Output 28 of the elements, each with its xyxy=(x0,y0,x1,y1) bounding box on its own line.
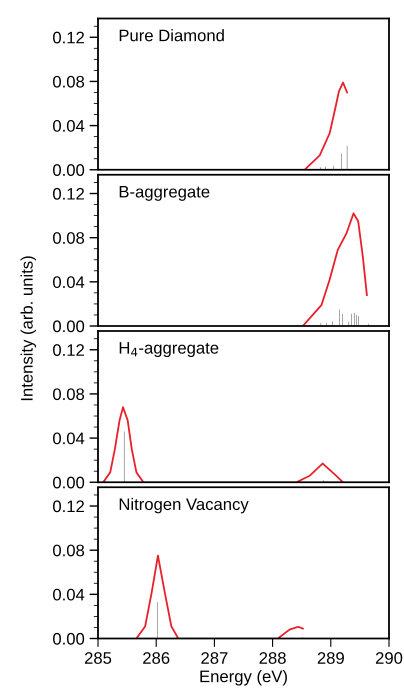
y-tick-label: 0.08 xyxy=(53,388,84,400)
x-tick-label: 288 xyxy=(260,652,286,664)
x-tick-label: 290 xyxy=(376,652,402,664)
y-tick-label: 0.08 xyxy=(53,232,84,244)
x-axis-title: Energy (eV) xyxy=(200,670,287,686)
y-tick-label: 0.12 xyxy=(53,188,84,200)
y-tick-label: 0.12 xyxy=(53,500,84,512)
x-tick-label: 285 xyxy=(84,652,112,664)
x-tick-label: 286 xyxy=(143,652,170,664)
y-tick-label: 0.00 xyxy=(53,320,84,332)
y-tick-label: 0.04 xyxy=(53,120,84,132)
x-tick-label: 289 xyxy=(318,652,344,664)
text: H$_{4}$-aggregate xyxy=(120,342,218,358)
y-tick-label: 0.00 xyxy=(53,164,84,176)
y-axis-title: Intensity (arb. units) xyxy=(20,256,36,400)
y-tick-label: 0.08 xyxy=(53,76,84,88)
text: B-aggregate xyxy=(120,186,210,201)
y-tick-label: 0.12 xyxy=(53,344,84,356)
y-tick-label: 0.08 xyxy=(53,544,84,556)
y-tick-label: 0.04 xyxy=(53,432,84,444)
y-tick-label: 0.00 xyxy=(53,632,84,645)
x-tick-label: 287 xyxy=(201,652,228,664)
y-tick-label: 0.12 xyxy=(53,32,84,44)
text: Pure Diamond xyxy=(120,29,224,42)
y-tick-label: 0.00 xyxy=(53,476,84,488)
text: Nitrogen Vacancy xyxy=(120,498,249,514)
y-tick-label: 0.04 xyxy=(53,276,84,288)
y-tick-label: 0.04 xyxy=(53,588,84,601)
